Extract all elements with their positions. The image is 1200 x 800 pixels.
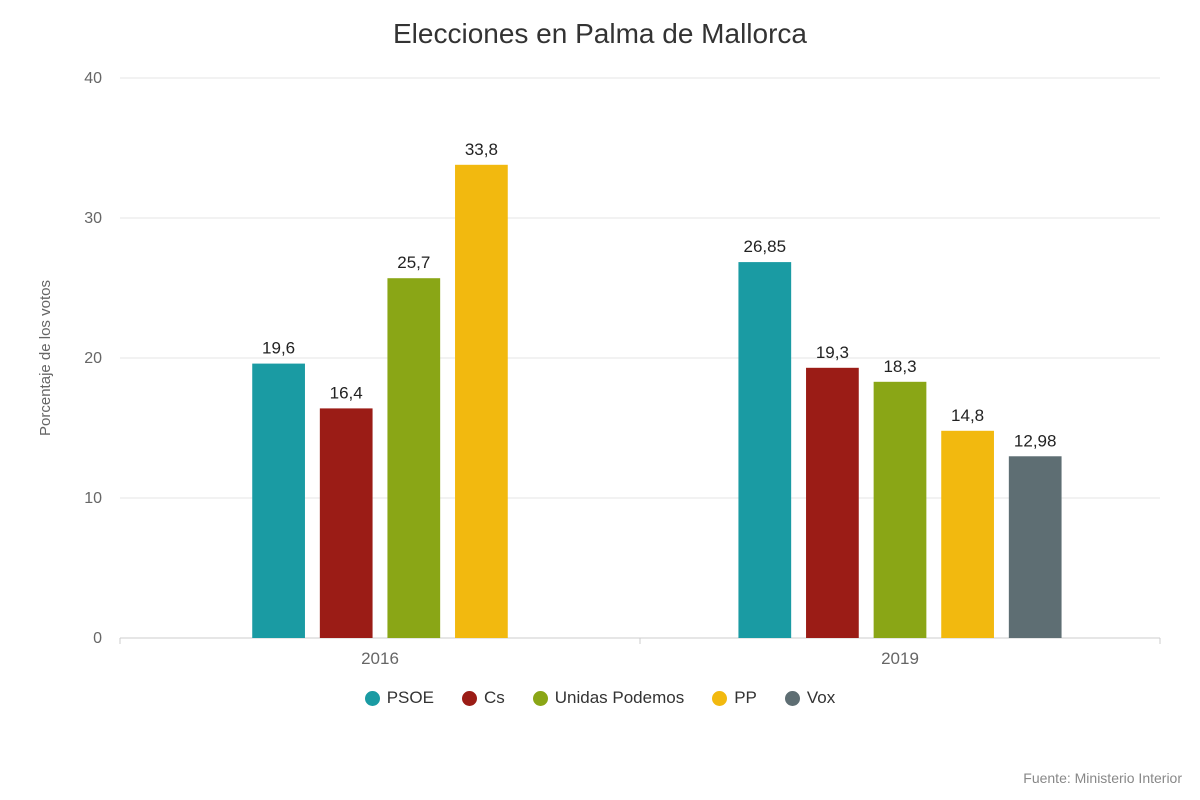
bar-chart: 0 10 20 30 40 Porcentaje de los votos 19,6 16,4… <box>0 58 1200 678</box>
legend-item-psoe: PSOE <box>365 688 434 708</box>
bar-value-label: 26,85 <box>744 237 787 256</box>
legend-label: PSOE <box>387 688 434 708</box>
legend-swatch-psoe <box>365 691 380 706</box>
legend-label: PP <box>734 688 757 708</box>
bar <box>806 368 859 638</box>
category-label: 2019 <box>881 649 919 668</box>
legend-swatch-cs <box>462 691 477 706</box>
bar <box>1009 456 1062 638</box>
bar-value-label: 19,6 <box>262 339 295 358</box>
bar <box>738 262 791 638</box>
category-label: 2016 <box>361 649 399 668</box>
bar-value-label: 33,8 <box>465 140 498 159</box>
bar-value-label: 12,98 <box>1014 431 1057 450</box>
legend-label: Cs <box>484 688 505 708</box>
bar-value-label: 25,7 <box>397 253 430 272</box>
legend-swatch-pp <box>712 691 727 706</box>
legend-item-vox: Vox <box>785 688 835 708</box>
svg-text:40: 40 <box>84 70 102 87</box>
bar <box>252 364 305 638</box>
svg-text:Porcentaje de los votos: Porcentaje de los votos <box>37 280 54 436</box>
bar <box>874 382 927 638</box>
legend-item-cs: Cs <box>462 688 505 708</box>
legend-swatch-vox <box>785 691 800 706</box>
bar-value-label: 19,3 <box>816 343 849 362</box>
chart-title: Elecciones en Palma de Mallorca <box>0 0 1200 50</box>
legend-label: Vox <box>807 688 835 708</box>
legend-item-pp: PP <box>712 688 757 708</box>
bar <box>455 165 508 638</box>
legend: PSOE Cs Unidas Podemos PP Vox <box>0 688 1200 708</box>
bar <box>387 278 440 638</box>
svg-text:0: 0 <box>93 630 102 647</box>
svg-text:30: 30 <box>84 210 102 227</box>
bar-value-label: 18,3 <box>883 357 916 376</box>
legend-label: Unidas Podemos <box>555 688 684 708</box>
bar <box>941 431 994 638</box>
legend-swatch-up <box>533 691 548 706</box>
bar <box>320 408 373 638</box>
legend-item-up: Unidas Podemos <box>533 688 684 708</box>
svg-text:10: 10 <box>84 490 102 507</box>
source-attribution: Fuente: Ministerio Interior <box>1023 770 1182 786</box>
bar-value-label: 14,8 <box>951 406 984 425</box>
bar-value-label: 16,4 <box>330 383 363 402</box>
svg-text:20: 20 <box>84 350 102 367</box>
